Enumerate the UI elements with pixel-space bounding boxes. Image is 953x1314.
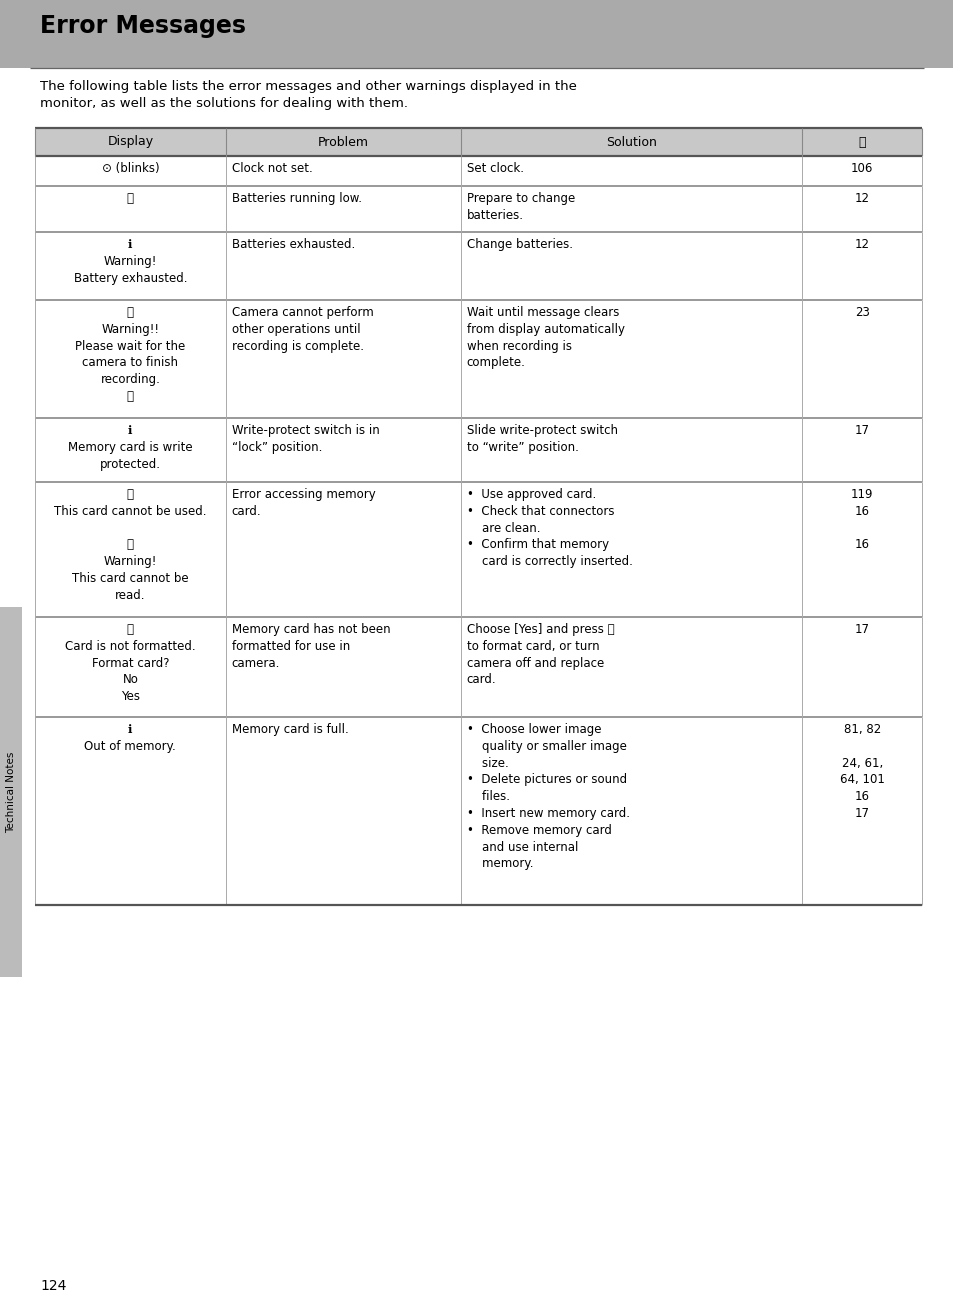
Text: ⓘ
Card is not formatted.
Format card?
No
Yes: ⓘ Card is not formatted. Format card? No…	[65, 623, 195, 703]
Text: 124: 124	[40, 1279, 67, 1293]
Text: Change batteries.: Change batteries.	[466, 238, 572, 251]
Bar	[35, 127, 921, 156]
Bar	[0, 0, 953, 68]
Bar	[35, 156, 921, 187]
Text: ⊙ (blinks): ⊙ (blinks)	[101, 162, 159, 175]
Text: Batteries running low.: Batteries running low.	[232, 192, 361, 205]
Text: Prepare to change
batteries.: Prepare to change batteries.	[466, 192, 575, 222]
Text: 119
16

16: 119 16 16	[850, 487, 872, 552]
Bar	[35, 187, 921, 233]
Text: Slide write-protect switch
to “write” position.: Slide write-protect switch to “write” po…	[466, 424, 618, 453]
Text: Set clock.: Set clock.	[466, 162, 523, 175]
Text: 106: 106	[850, 162, 872, 175]
Text: 17: 17	[854, 623, 869, 636]
Text: •  Choose lower image
    quality or smaller image
    size.
•  Delete pictures : • Choose lower image quality or smaller …	[466, 723, 629, 870]
Text: Error Messages: Error Messages	[40, 14, 246, 38]
Bar	[35, 233, 921, 300]
Text: ⎓: ⎓	[127, 192, 133, 205]
Text: ⓘ
Warning!!
Please wait for the
camera to finish
recording.
⧗: ⓘ Warning!! Please wait for the camera t…	[75, 306, 185, 403]
Bar	[0, 607, 22, 978]
Text: Clock not set.: Clock not set.	[232, 162, 313, 175]
Text: ℹ
Warning!
Battery exhausted.: ℹ Warning! Battery exhausted.	[73, 238, 187, 285]
Text: Technical Notes: Technical Notes	[6, 752, 16, 833]
Text: 23: 23	[854, 306, 868, 319]
Text: Memory card is full.: Memory card is full.	[232, 723, 348, 736]
Bar	[35, 482, 921, 618]
Text: 12: 12	[854, 238, 869, 251]
Text: The following table lists the error messages and other warnings displayed in the: The following table lists the error mess…	[40, 80, 577, 93]
Text: Batteries exhausted.: Batteries exhausted.	[232, 238, 355, 251]
Text: ℹ
Out of memory.: ℹ Out of memory.	[85, 723, 176, 753]
Text: Display: Display	[107, 135, 153, 148]
Bar	[35, 618, 921, 717]
Text: Write-protect switch is in
“lock” position.: Write-protect switch is in “lock” positi…	[232, 424, 379, 453]
Text: Problem: Problem	[317, 135, 369, 148]
Text: Camera cannot perform
other operations until
recording is complete.: Camera cannot perform other operations u…	[232, 306, 373, 352]
Bar	[35, 418, 921, 482]
Text: ℹ
Memory card is write
protected.: ℹ Memory card is write protected.	[68, 424, 193, 470]
Text: 📷: 📷	[858, 135, 865, 148]
Text: Solution: Solution	[605, 135, 657, 148]
Text: monitor, as well as the solutions for dealing with them.: monitor, as well as the solutions for de…	[40, 97, 408, 110]
Text: 17: 17	[854, 424, 869, 438]
Text: Wait until message clears
from display automatically
when recording is
complete.: Wait until message clears from display a…	[466, 306, 624, 369]
Text: ⓘ
This card cannot be used.

ⓘ
Warning!
This card cannot be
read.: ⓘ This card cannot be used. ⓘ Warning! T…	[54, 487, 207, 602]
Bar	[35, 300, 921, 418]
Text: Error accessing memory
card.: Error accessing memory card.	[232, 487, 375, 518]
Text: 81, 82

24, 61,
64, 101
16
17: 81, 82 24, 61, 64, 101 16 17	[839, 723, 883, 820]
Text: •  Use approved card.
•  Check that connectors
    are clean.
•  Confirm that me: • Use approved card. • Check that connec…	[466, 487, 632, 568]
Text: 12: 12	[854, 192, 869, 205]
Text: Memory card has not been
formatted for use in
camera.: Memory card has not been formatted for u…	[232, 623, 390, 670]
Bar	[35, 717, 921, 905]
Text: Choose [Yes] and press Ⓞ
to format card, or turn
camera off and replace
card.: Choose [Yes] and press Ⓞ to format card,…	[466, 623, 614, 686]
